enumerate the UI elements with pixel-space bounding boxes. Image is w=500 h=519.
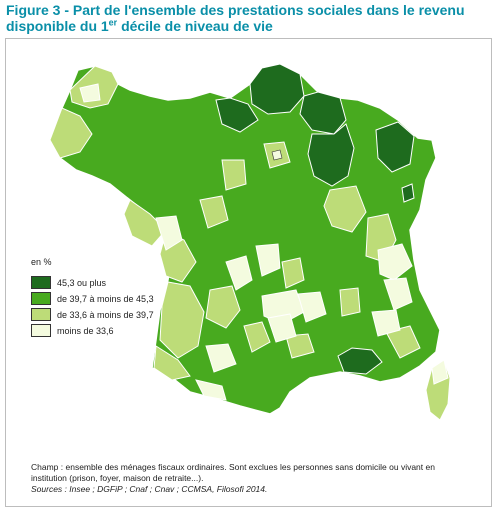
dept-pyrenees bbox=[195, 379, 227, 401]
legend-label: 45,3 ou plus bbox=[57, 277, 107, 288]
dept-haute-savoie bbox=[377, 243, 413, 281]
dept-vendee bbox=[123, 199, 167, 247]
dept-finistere bbox=[49, 107, 93, 159]
dept-seine-maritime bbox=[215, 97, 259, 133]
legend-swatch bbox=[31, 292, 51, 305]
figure-title: Figure 3 - Part de l'ensemble des presta… bbox=[6, 2, 498, 34]
sources-note: Sources : Insee ; DGFiP ; Cnaf ; Cnav ; … bbox=[31, 484, 268, 494]
figure-title-superscript: er bbox=[108, 17, 118, 28]
dept-paris bbox=[271, 149, 283, 161]
dept-lozere bbox=[297, 291, 327, 323]
dept-drome bbox=[339, 287, 361, 317]
dept-calvados bbox=[79, 83, 101, 103]
legend-item: 45,3 ou plus bbox=[31, 275, 154, 290]
dept-savoie bbox=[383, 277, 413, 311]
dept-puy-de-dome bbox=[281, 257, 305, 289]
dept-haute-vienne bbox=[225, 255, 253, 291]
legend-swatch bbox=[31, 324, 51, 337]
dept-moselle bbox=[375, 121, 415, 173]
dept-aisne-ardennes bbox=[299, 91, 347, 135]
dept-territoire-de-belfort bbox=[401, 183, 415, 203]
dept-gers bbox=[205, 343, 237, 373]
dept-herault bbox=[285, 333, 315, 359]
dept-corse-north bbox=[431, 359, 449, 385]
dept-cantal bbox=[261, 289, 305, 325]
legend-swatch bbox=[31, 308, 51, 321]
figure-notes: Champ : ensemble des ménages fiscaux ord… bbox=[31, 462, 471, 495]
dept-gironde-landes bbox=[159, 281, 205, 359]
dept-var bbox=[385, 325, 421, 359]
dept-pyrenees-atlantiques bbox=[153, 345, 191, 381]
figure-title-text: Figure 3 - Part de l'ensemble des presta… bbox=[6, 2, 465, 34]
dept-bouches-du-rhone bbox=[337, 347, 383, 375]
dept-tarn bbox=[243, 321, 271, 353]
dept-allier-cher bbox=[255, 243, 281, 277]
dept-cote-dor bbox=[323, 185, 367, 233]
legend-unit: en % bbox=[31, 257, 52, 267]
dept-dordogne bbox=[205, 285, 241, 329]
figure-title-text-end: décile de niveau de vie bbox=[117, 18, 273, 34]
dept-aveyron bbox=[267, 313, 297, 343]
legend-swatch bbox=[31, 276, 51, 289]
legend-label: moins de 33,6 bbox=[57, 325, 114, 336]
legend-label: de 39,7 à moins de 45,3 bbox=[57, 293, 154, 304]
legend-label: de 33,6 à moins de 39,7 bbox=[57, 309, 154, 320]
dept-indre-et-loire bbox=[199, 195, 229, 229]
dept-marne-aube bbox=[307, 123, 355, 187]
legend-item: de 39,7 à moins de 45,3 bbox=[31, 291, 154, 306]
map-legend: en % 45,3 ou plus de 39,7 à moins de 45,… bbox=[31, 257, 154, 339]
legend-item: de 33,6 à moins de 39,7 bbox=[31, 307, 154, 322]
dept-loire-atlantique bbox=[155, 215, 183, 251]
champ-note: Champ : ensemble des ménages fiscaux ord… bbox=[31, 462, 435, 483]
dept-eure-et-loir bbox=[221, 159, 247, 191]
dept-hautes-alpes bbox=[371, 309, 401, 337]
legend-item: moins de 33,6 bbox=[31, 323, 154, 338]
